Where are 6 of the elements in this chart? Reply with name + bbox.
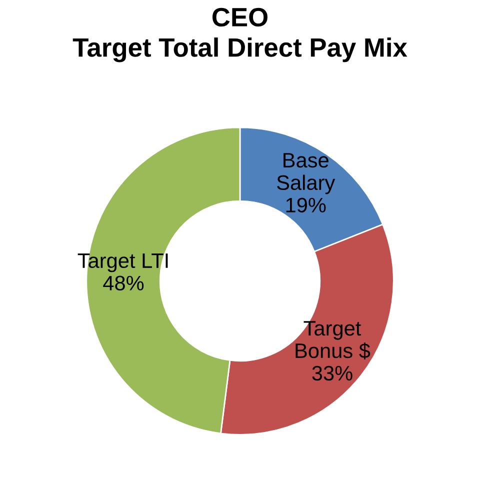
- slice-label: Target Bonus $: [296, 321, 370, 360]
- data-label: 48%: [103, 276, 144, 290]
- data-label: 19%: [286, 198, 326, 212]
- slice-label: Base Salary: [277, 153, 336, 194]
- data-label: 33%: [312, 366, 352, 381]
- chart-title: CEO Target Total Direct Pay Mix: [72, 8, 408, 62]
